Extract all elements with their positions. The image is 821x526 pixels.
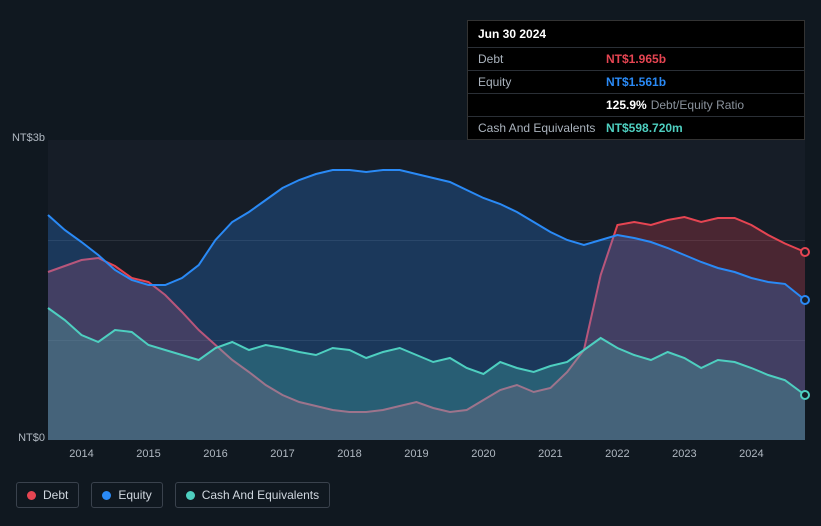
tooltip-row-value: NT$1.965b [606, 52, 666, 66]
x-axis-label: 2021 [538, 448, 562, 460]
legend-dot-icon [27, 491, 36, 500]
y-axis-label: NT$0 [5, 432, 45, 444]
legend-item-debt[interactable]: Debt [16, 482, 79, 508]
x-axis-label: 2019 [404, 448, 428, 460]
x-axis-label: 2014 [69, 448, 93, 460]
legend-item-label: Equity [118, 488, 151, 502]
x-axis-label: 2023 [672, 448, 696, 460]
chart-svg [48, 140, 805, 440]
tooltip-row-label: Cash And Equivalents [478, 121, 606, 135]
x-axis-label: 2024 [739, 448, 763, 460]
tooltip-row: EquityNT$1.561b [468, 71, 804, 94]
end-marker-equity [800, 295, 810, 305]
x-axis-label: 2018 [337, 448, 361, 460]
legend: Debt Equity Cash And Equivalents [16, 482, 330, 508]
y-axis-label: NT$3b [5, 132, 45, 144]
tooltip-row-value: 125.9%Debt/Equity Ratio [606, 98, 744, 112]
x-axis-label: 2020 [471, 448, 495, 460]
tooltip-row-label: Debt [478, 52, 606, 66]
tooltip-row: 125.9%Debt/Equity Ratio [468, 94, 804, 117]
tooltip-row-label: Equity [478, 75, 606, 89]
tooltip-date: Jun 30 2024 [468, 21, 804, 48]
tooltip-row: Cash And EquivalentsNT$598.720m [468, 117, 804, 139]
legend-item-label: Debt [43, 488, 68, 502]
legend-item-equity[interactable]: Equity [91, 482, 162, 508]
legend-dot-icon [102, 491, 111, 500]
x-axis-label: 2022 [605, 448, 629, 460]
x-axis-label: 2015 [136, 448, 160, 460]
tooltip-row-sublabel: Debt/Equity Ratio [651, 98, 744, 112]
legend-dot-icon [186, 491, 195, 500]
tooltip-row-value: NT$1.561b [606, 75, 666, 89]
tooltip-row: DebtNT$1.965b [468, 48, 804, 71]
legend-item-cash[interactable]: Cash And Equivalents [175, 482, 330, 508]
legend-item-label: Cash And Equivalents [202, 488, 319, 502]
end-marker-debt [800, 247, 810, 257]
x-axis-label: 2016 [203, 448, 227, 460]
x-axis-label: 2017 [270, 448, 294, 460]
tooltip-panel: Jun 30 2024 DebtNT$1.965bEquityNT$1.561b… [467, 20, 805, 140]
end-marker-cash [800, 390, 810, 400]
tooltip-row-label [478, 98, 606, 112]
tooltip-row-value: NT$598.720m [606, 121, 683, 135]
